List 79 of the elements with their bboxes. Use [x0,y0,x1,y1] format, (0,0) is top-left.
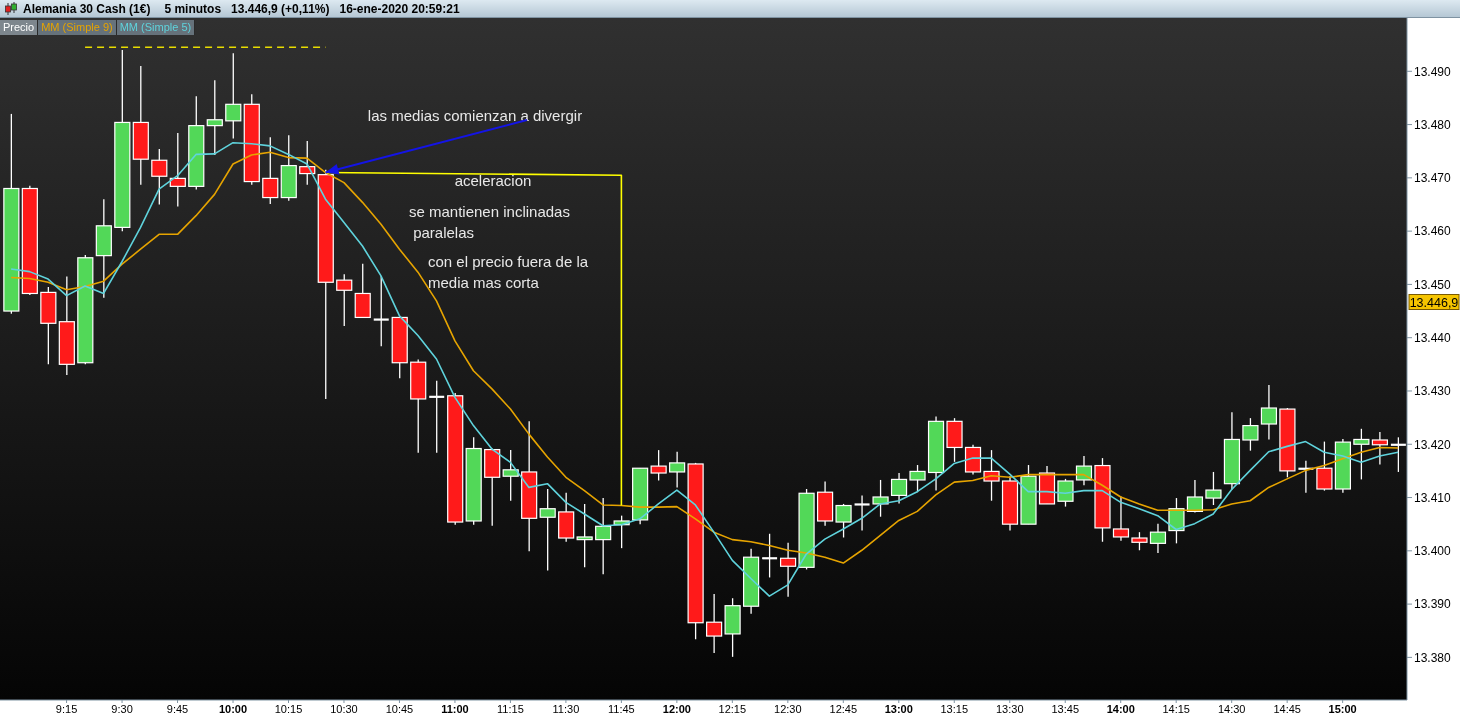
x-tick-label: 13:45 [1051,703,1079,716]
candlestick [669,451,686,489]
candlestick [1112,495,1130,542]
annotation: se mantienen inclinadas paralelas [409,203,570,242]
annotation: aceleracion [454,172,532,189]
y-tick-label: 13.400 [1414,544,1452,559]
candlestick [1260,384,1278,441]
candlestick [650,449,667,482]
x-tick-label: 9:30 [111,703,133,716]
candlestick [336,273,353,327]
candlestick [1205,471,1222,506]
y-tick-label: 13.380 [1414,650,1452,665]
candlestick [502,449,519,502]
x-tick-label: 12:00 [662,703,691,716]
candlestick [890,472,908,505]
x-tick-label: 14:00 [1106,703,1135,716]
x-tick-label: 11:00 [441,703,469,716]
x-tick-label: 11:30 [552,703,580,716]
candlestick [354,262,371,319]
candlestick [225,52,242,140]
x-tick-label: 13:00 [884,703,913,716]
x-tick-label: 14:45 [1273,703,1301,716]
text: 13.446,9 [1409,295,1459,310]
y-tick-label: 13.480 [1414,117,1452,132]
y-tick-label: 13.430 [1414,384,1452,399]
candlestick [1371,431,1388,466]
x-tick-label: 12:15 [718,703,747,716]
candlestick [853,494,871,532]
x-tick-label: 12:45 [829,703,858,716]
chart-title: Alemania 30 Cash (1€) [23,1,151,16]
y-tick-label: 13.490 [1414,64,1452,79]
candlestick [1057,478,1074,508]
candlestick [151,148,168,206]
candlestick [576,503,593,568]
candlestick [206,79,223,156]
x-tick-label: 11:45 [608,703,635,716]
y-tick-label: 13.420 [1414,437,1452,452]
text: MM (Simple 9) [38,20,117,35]
y-tick-label: 13.410 [1414,490,1452,505]
candlestick [706,593,723,654]
candlestick [262,136,279,205]
candlestick [1186,479,1204,514]
candlestick [539,488,556,572]
y-tick-label: 13.470 [1414,171,1452,186]
chart-subtitle: 5 minutos 13.446,9 (+0,11%) 16-ene-2020 20:59:21 [164,1,460,16]
x-tick-label: 13:30 [995,703,1024,716]
candlestick [1075,455,1093,486]
candlestick [872,479,889,518]
candlestick [1242,417,1259,452]
candlestick [909,464,926,493]
x-tick-label: 10:00 [218,703,248,716]
x-tick-label: 14:15 [1162,703,1190,716]
candlestick [1131,531,1148,551]
y-tick-label: 13.450 [1414,277,1452,292]
y-tick-label: 13.440 [1414,330,1452,345]
candlestick [1149,522,1167,554]
x-tick-label: 10:15 [274,703,303,716]
x-tick-label: 9:15 [55,703,78,716]
candlestick [595,497,612,575]
x-tick-label: 15:00 [1328,703,1357,716]
candlestick [1353,428,1370,481]
candlestick [761,533,779,579]
candlestick [1316,440,1333,492]
annotation: con el precio fuera de la media mas corta [428,253,589,292]
x-tick-label: 12:30 [774,703,802,716]
text: Precio [0,20,39,35]
x-tick-label: 11:15 [497,703,524,716]
candlestick [779,542,797,598]
y-tick-label: 13.460 [1414,224,1452,239]
y-tick-label: 13.390 [1414,597,1452,612]
x-tick-label: 9:45 [166,703,189,716]
x-tick-label: 10:45 [385,703,414,716]
candlestick [835,503,852,539]
candlestick [428,380,446,454]
text: MM (Simple 5) [116,20,196,35]
x-tick-label: 10:30 [330,703,358,716]
x-tick-label: 14:30 [1217,703,1246,716]
x-tick-label: 13:15 [940,703,969,716]
candlestick [169,132,186,208]
